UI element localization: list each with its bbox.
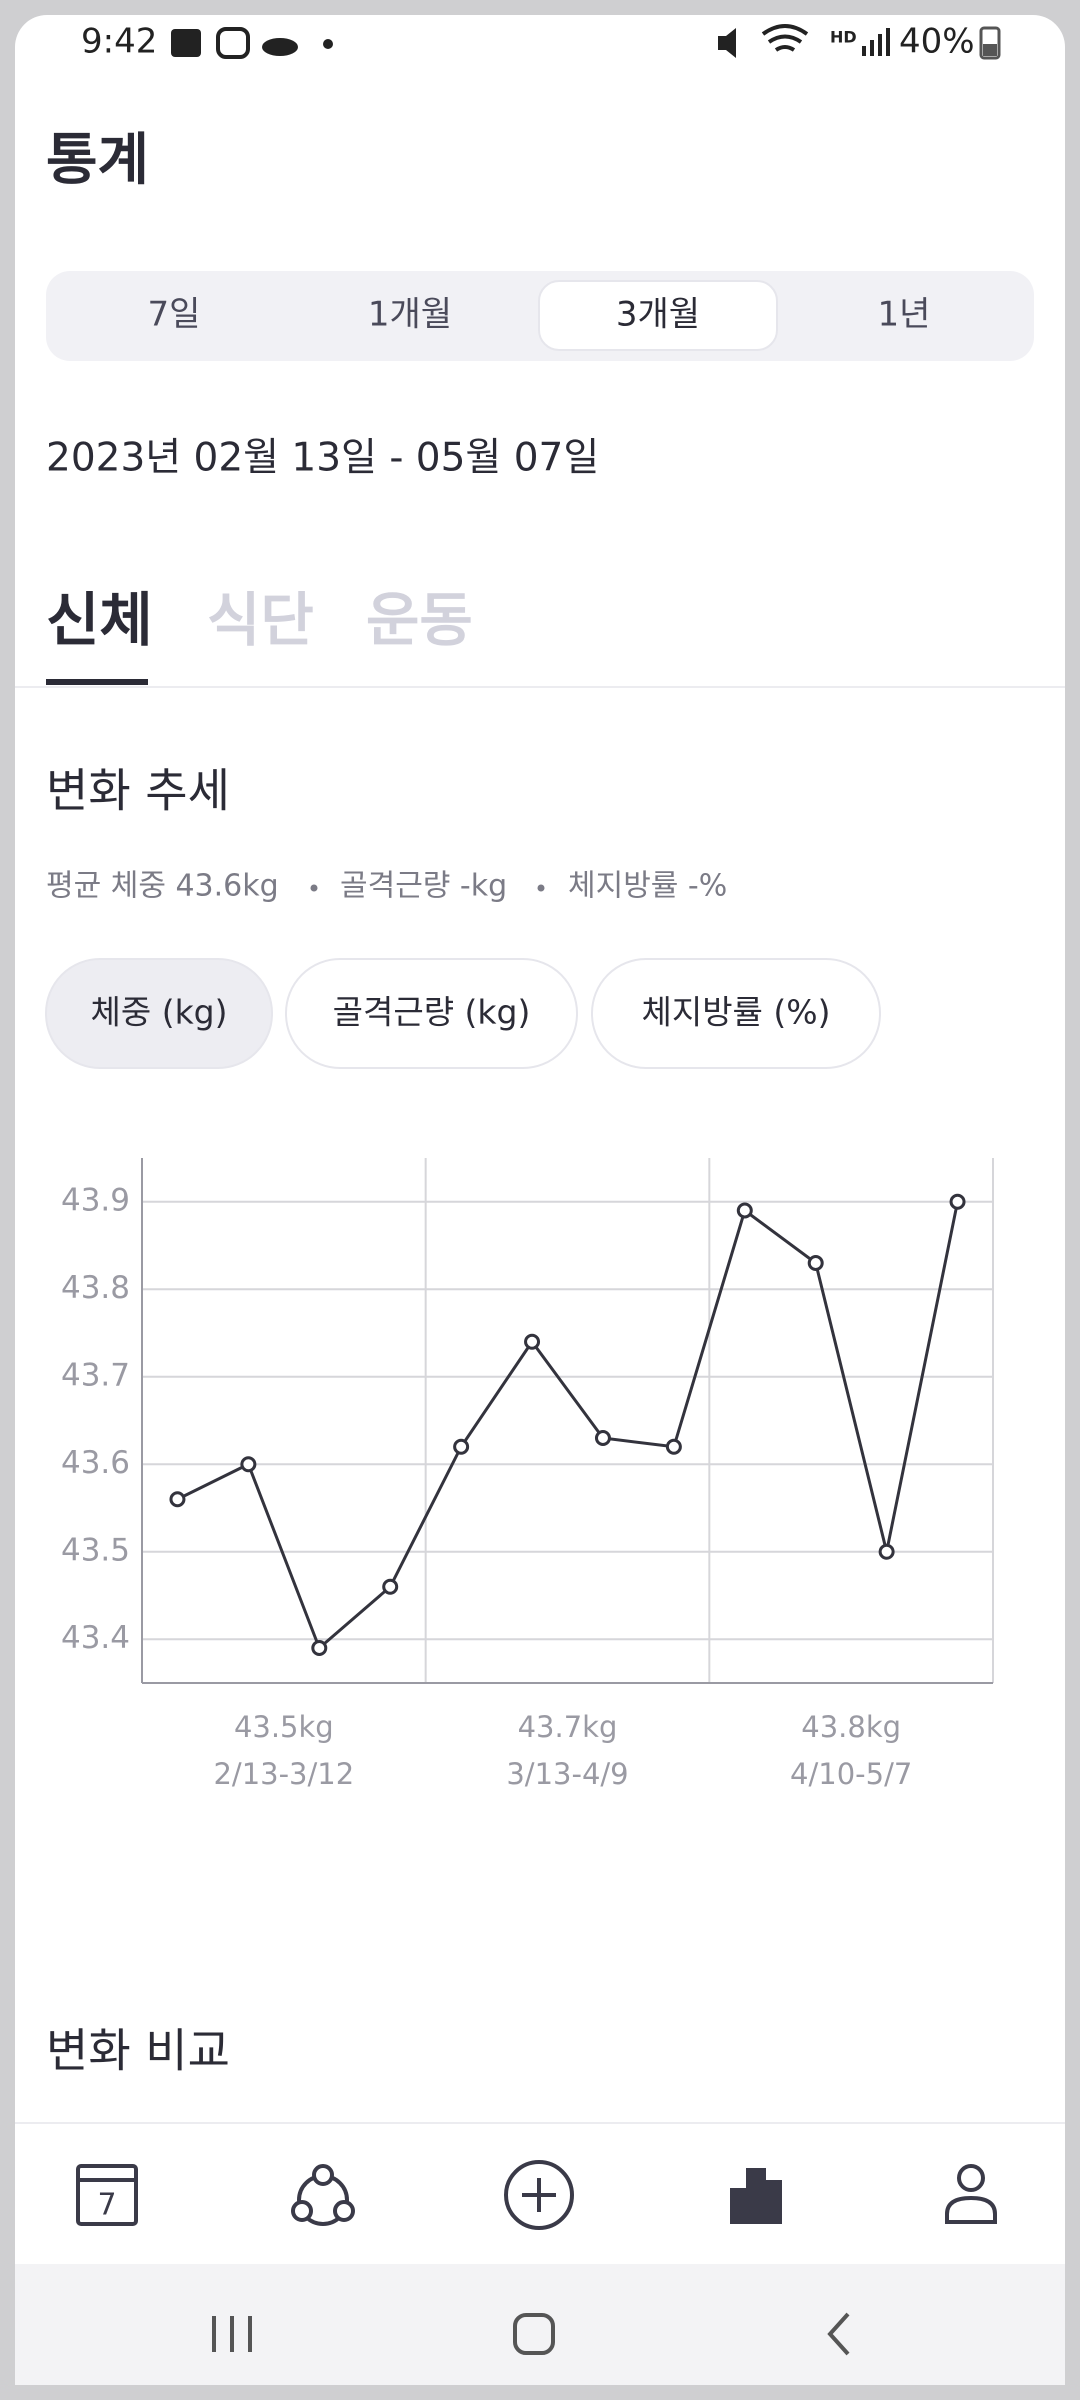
data-point (807, 1255, 824, 1271)
period-tab-selected-pill (538, 280, 778, 351)
group-average-label: 43.7kg (518, 1710, 618, 1744)
metric-chip[interactable] (285, 958, 578, 1069)
data-point (169, 1491, 186, 1508)
line-chart: 43.4 43.5 43.6 43.7 43.8 43.9 43.5kg 2/13-3/12 4… (61, 1158, 994, 1791)
period-tab[interactable]: 7일 (148, 295, 201, 335)
metric-chip-label: 체중 (kg) (90, 993, 227, 1032)
group-range-label: 2/13-3/12 (213, 1757, 354, 1791)
metric-chip-label: 골격근량 (kg) (333, 993, 531, 1032)
data-point (736, 1202, 753, 1219)
data-point (665, 1438, 682, 1455)
data-point (524, 1333, 541, 1350)
group-range-label: 4/10-5/7 (790, 1757, 912, 1791)
data-point (382, 1578, 399, 1595)
y-tick-label: 43.7 (61, 1357, 130, 1393)
period-tab[interactable]: 3개월 (616, 295, 700, 335)
status-system-icons: HD (718, 24, 890, 58)
page-title: 통계 (46, 128, 149, 193)
screen-background (15, 15, 1065, 2385)
data-point (949, 1193, 966, 1210)
svg-text:HD: HD (830, 28, 857, 47)
summary-item: 골격근량 -kg (340, 869, 507, 904)
metric-chip[interactable] (591, 958, 881, 1069)
status-notification-icons (171, 27, 333, 59)
system-recent-button[interactable] (212, 2316, 252, 2352)
category-tab[interactable]: 식단 (207, 586, 314, 654)
nav-community[interactable] (291, 2164, 355, 2226)
status-time: 9:42 (81, 22, 157, 62)
group-average-label: 43.5kg (234, 1710, 334, 1744)
y-tick-label: 43.9 (61, 1182, 130, 1218)
trend-summary: 평균 체중 43.6kg 골격근량 -kg 체지방률 -% (46, 869, 727, 904)
metric-chips: 체중 (kg) 골격근량 (kg) 체지방률 (%) (45, 958, 881, 1069)
data-point (453, 1438, 470, 1455)
system-nav-bar (15, 2264, 1065, 2385)
data-point (594, 1430, 611, 1446)
data-point (878, 1543, 895, 1560)
period-tab[interactable]: 1개월 (368, 295, 452, 335)
summary-item: 평균 체중 43.6kg (46, 869, 279, 904)
period-tabs: 7일 1개월 3개월 1년 (148, 280, 931, 351)
nav-add[interactable] (504, 2160, 574, 2230)
system-back-button[interactable] (827, 2312, 850, 2356)
nav-calendar[interactable]: 7 (76, 2164, 138, 2226)
comparison-title: 변화 비교 (46, 2024, 230, 2078)
category-tab-underline (46, 679, 148, 685)
nav-profile[interactable] (945, 2164, 997, 2224)
data-point (311, 1640, 328, 1656)
nav-statistics[interactable] (730, 2168, 782, 2224)
battery-icon (979, 26, 1001, 60)
trend-title: 변화 추세 (46, 764, 230, 818)
data-point (240, 1456, 257, 1473)
y-tick-label: 43.5 (61, 1532, 130, 1568)
summary-separator-dot (310, 884, 318, 892)
metric-chip-label: 체지방률 (%) (641, 993, 830, 1032)
y-tick-label: 43.4 (61, 1620, 130, 1656)
group-range-label: 3/13-4/9 (506, 1757, 628, 1791)
y-tick-label: 43.8 (61, 1270, 130, 1306)
category-tab[interactable]: 운동 (366, 586, 473, 654)
summary-item: 체지방률 -% (568, 869, 727, 904)
period-tab[interactable]: 1년 (878, 295, 931, 335)
category-tabs: 신체 식단 운동 (46, 586, 473, 685)
data-line (176, 1201, 960, 1651)
system-home-button[interactable] (513, 2313, 555, 2355)
date-range: 2023년 02월 13일 - 05월 07일 (46, 436, 599, 481)
summary-separator-dot (537, 884, 545, 892)
status-battery-text: 40% (899, 22, 975, 62)
group-average-label: 43.8kg (801, 1710, 901, 1744)
nav-calendar-day: 7 (97, 2188, 116, 2223)
metric-chip[interactable] (45, 958, 273, 1069)
category-tab[interactable]: 신체 (46, 586, 153, 654)
y-tick-label: 43.6 (61, 1445, 130, 1481)
